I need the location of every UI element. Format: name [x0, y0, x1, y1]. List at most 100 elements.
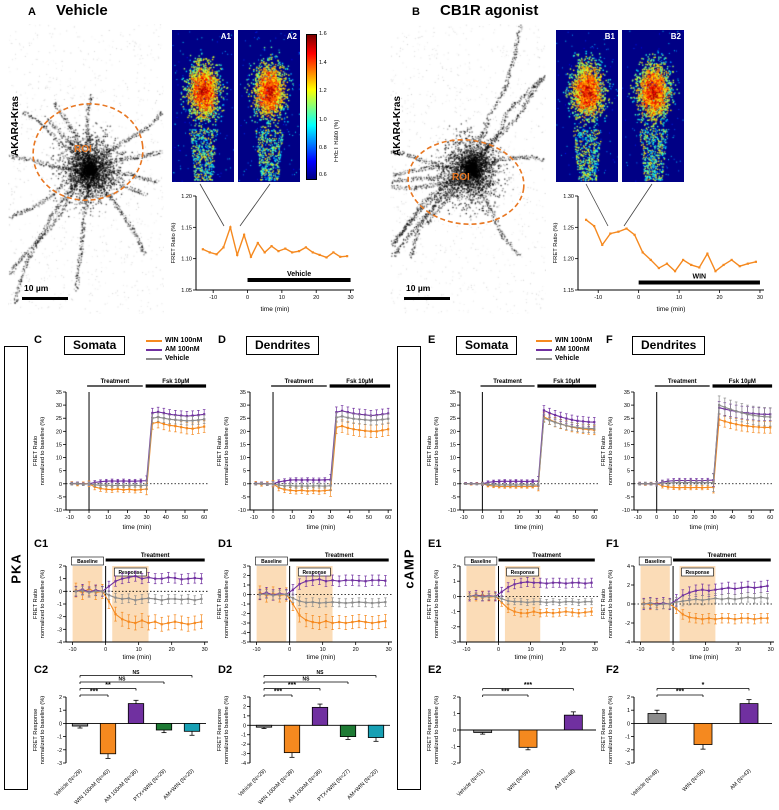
svg-text:FRET Response: FRET Response: [33, 709, 39, 752]
svg-text:15: 15: [240, 442, 246, 448]
svg-text:20: 20: [169, 647, 175, 653]
svg-text:1: 1: [243, 583, 246, 589]
panel-c1-letter: C1: [34, 538, 49, 550]
svg-text:30: 30: [240, 403, 246, 409]
panel-d-letter: D: [218, 334, 226, 346]
svg-text:10: 10: [320, 647, 326, 653]
svg-text:-2: -2: [625, 748, 630, 754]
chart-roi-trace-win: -10 0 10 20 30 1.15 1.20 1.25 1.30 time (min) FRET…: [553, 194, 764, 313]
svg-text:-10: -10: [622, 508, 630, 514]
panel-f1-letter: F1: [606, 538, 619, 550]
svg-text:time (min): time (min): [515, 524, 544, 531]
fret-image-b2: B2: [622, 30, 684, 182]
fret-image-a1: A1: [172, 30, 234, 182]
svg-text:Fsk 10µM: Fsk 10µM: [553, 379, 580, 385]
svg-text:50: 50: [366, 515, 372, 521]
svg-text:NS: NS: [133, 670, 141, 676]
svg-text:FRET Ratio: FRET Ratio: [601, 589, 607, 619]
svg-text:2: 2: [59, 564, 62, 570]
svg-text:25: 25: [450, 416, 456, 422]
svg-text:***: ***: [676, 689, 684, 696]
svg-text:Response: Response: [511, 570, 535, 576]
svg-text:0: 0: [453, 482, 456, 488]
svg-text:Treatment: Treatment: [141, 553, 170, 559]
svg-text:1.30: 1.30: [563, 194, 574, 200]
svg-text:-2: -2: [57, 748, 62, 754]
svg-text:20: 20: [624, 429, 630, 435]
svg-text:-2: -2: [57, 615, 62, 621]
svg-text:1: 1: [627, 708, 630, 714]
svg-text:normalized to baseline (%): normalized to baseline (%): [434, 417, 440, 486]
svg-text:-4: -4: [625, 640, 630, 646]
svg-text:30: 30: [710, 515, 716, 521]
svg-text:5: 5: [453, 469, 456, 475]
section-box-camp: cAMP: [397, 346, 421, 790]
svg-text:20: 20: [450, 429, 456, 435]
svg-text:0: 0: [246, 295, 249, 301]
svg-text:10: 10: [56, 456, 62, 462]
svg-text:AM+WIN (N=20): AM+WIN (N=20): [162, 768, 195, 801]
svg-text:40: 40: [347, 515, 353, 521]
svg-text:-2: -2: [625, 621, 630, 627]
svg-text:-4: -4: [241, 761, 246, 767]
svg-text:0: 0: [497, 647, 500, 653]
svg-text:time (min): time (min): [123, 524, 152, 531]
microscopy-canvas-a: [8, 24, 164, 314]
svg-text:1.05: 1.05: [181, 288, 192, 294]
svg-text:5: 5: [627, 469, 630, 475]
svg-text:-2: -2: [451, 761, 456, 767]
svg-text:WIN (N=59): WIN (N=59): [507, 768, 532, 793]
legend-label-vehicle: Vehicle: [555, 355, 580, 362]
svg-text:normalized to baseline (%): normalized to baseline (%): [40, 570, 46, 639]
construct-label-a: AKAR4-Kras: [10, 95, 21, 156]
microscopy-image-b: [390, 24, 546, 314]
legend-swatch-am: [146, 348, 162, 351]
svg-text:2: 2: [243, 574, 246, 580]
svg-text:2: 2: [627, 583, 630, 589]
svg-text:10: 10: [240, 456, 246, 462]
svg-text:Vehicle: Vehicle: [287, 271, 311, 278]
svg-text:0: 0: [453, 728, 456, 734]
svg-text:-1: -1: [451, 610, 456, 616]
svg-text:1.25: 1.25: [563, 225, 574, 231]
svg-text:Response: Response: [302, 570, 326, 576]
svg-text:10: 10: [289, 515, 295, 521]
svg-text:10: 10: [624, 456, 630, 462]
svg-text:0: 0: [627, 602, 630, 608]
scale-bar-b: [404, 297, 450, 300]
chart-pka-somata-bars: -3 -2 -1 0 1 2 FRET Response normalized to base…: [33, 670, 206, 806]
svg-text:Treatment: Treatment: [325, 553, 354, 559]
legend-label-vehicle: Vehicle: [165, 355, 190, 362]
svg-text:time (min): time (min): [657, 306, 686, 313]
svg-text:normalized to baseline (%): normalized to baseline (%): [434, 570, 440, 639]
svg-text:FRET Ratio (%): FRET Ratio (%): [171, 223, 177, 264]
svg-text:-3: -3: [625, 761, 630, 767]
svg-text:1.15: 1.15: [563, 288, 574, 294]
svg-text:FRET Response: FRET Response: [217, 709, 223, 752]
svg-text:Treatment: Treatment: [285, 379, 314, 385]
svg-text:normalized to baseline (%): normalized to baseline (%): [224, 696, 230, 765]
chart-roi-trace-vehicle: -10 0 10 20 30 1.05 1.10 1.15 1.20 time (min) FRET…: [171, 194, 354, 313]
svg-text:40: 40: [729, 515, 735, 521]
svg-text:Fsk 10µM: Fsk 10µM: [162, 379, 189, 385]
svg-text:2: 2: [243, 704, 246, 710]
colorbar-tick: 1.0: [319, 117, 327, 123]
svg-text:60: 60: [767, 515, 773, 521]
svg-text:1: 1: [453, 579, 456, 585]
svg-text:-10: -10: [54, 508, 62, 514]
svg-text:25: 25: [240, 416, 246, 422]
svg-text:-5: -5: [451, 495, 456, 501]
panel-f-title: Dendrites: [632, 336, 706, 355]
svg-text:1: 1: [59, 708, 62, 714]
svg-text:Vehicle (N=29): Vehicle (N=29): [54, 768, 84, 798]
svg-text:time (min): time (min): [515, 654, 544, 661]
fret-colorbar-canvas: [306, 34, 317, 180]
svg-text:0: 0: [453, 594, 456, 600]
svg-text:Treatment: Treatment: [668, 379, 697, 385]
svg-text:0: 0: [637, 295, 640, 301]
svg-text:30: 30: [768, 647, 774, 653]
panel-e1-letter: E1: [428, 538, 442, 550]
svg-text:30: 30: [56, 403, 62, 409]
